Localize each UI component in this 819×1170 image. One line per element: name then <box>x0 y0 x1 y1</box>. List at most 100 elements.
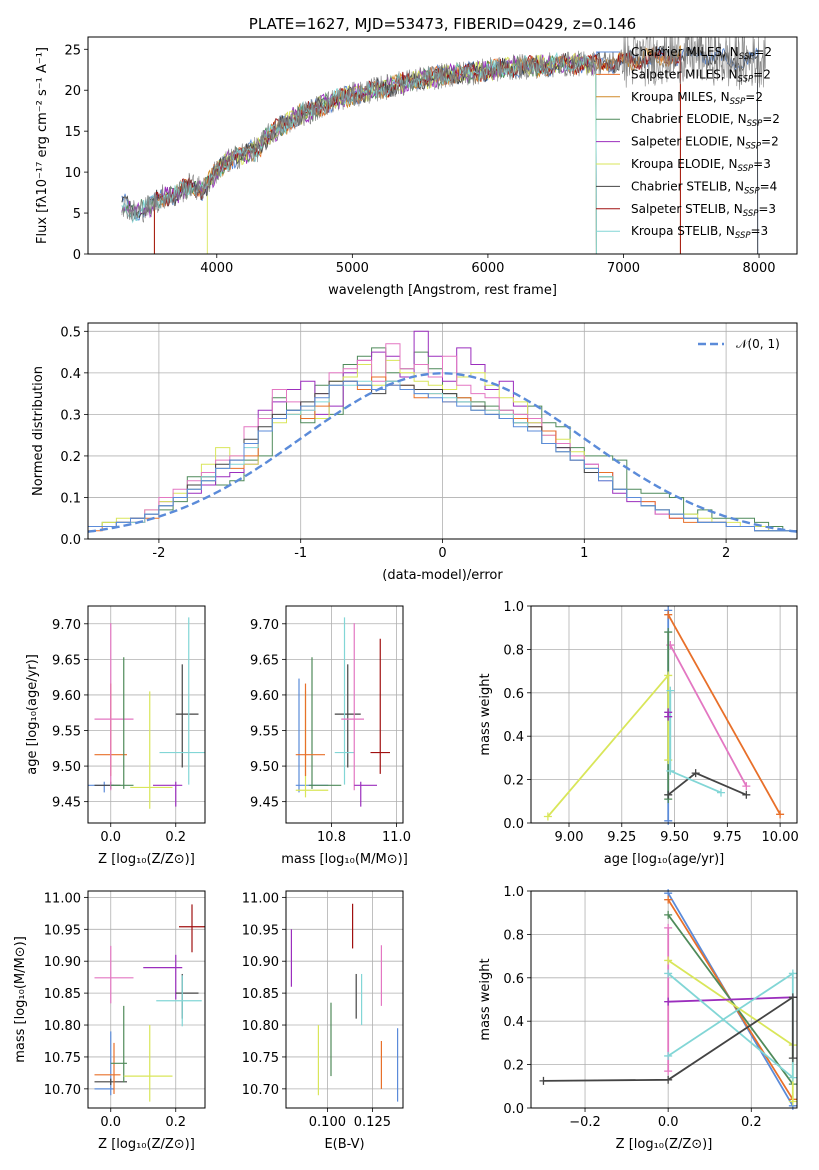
weight-marker <box>664 1067 673 1076</box>
y-tick-label: 10.90 <box>44 955 81 970</box>
error-bars <box>290 903 399 1102</box>
x-tick-label: 0.0 <box>658 1115 679 1130</box>
y-tick-label: 0.8 <box>503 643 524 658</box>
y-tick-label: 20 <box>64 84 81 99</box>
x-axis-label: mass [log₁₀(M/M⊙)] <box>281 852 408 867</box>
y-tick-label: 0.2 <box>503 1059 524 1074</box>
y-tick-label: 0.1 <box>60 491 81 506</box>
weight-marker <box>664 816 673 825</box>
y-tick-label: 11.00 <box>44 891 81 906</box>
weight-marker <box>666 686 675 695</box>
weight-marker <box>664 956 673 965</box>
error-bar-point <box>159 617 205 785</box>
x-tick-label: 10.8 <box>317 830 346 845</box>
y-tick-label: 10.75 <box>242 1051 279 1066</box>
y-axis-label: Flux [fλ10⁻¹⁷ erg cm⁻² s⁻¹ A⁻¹] <box>35 47 50 244</box>
spectrum-panel: 4000 5000 6000 7000 8000 0 5 10 15 20 25 PLATE=1627… <box>35 15 798 298</box>
y-tick-label: 1.0 <box>503 885 524 900</box>
y-tick-label: 0.3 <box>60 408 81 423</box>
error-bar-point <box>94 945 134 1004</box>
y-tick-label: 10.85 <box>242 987 279 1002</box>
x-axis-label: E(B-V) <box>324 1137 364 1152</box>
y-tick-label: 9.45 <box>52 796 81 811</box>
y-tick-label: 0.2 <box>60 450 81 465</box>
weight-marker <box>664 790 673 799</box>
weight-marker <box>788 1054 797 1063</box>
axes-frame <box>530 605 798 824</box>
y-tick-label: 9.55 <box>52 725 81 740</box>
error-bar-point <box>94 1078 127 1086</box>
x-axis-label: Z [log₁₀(Z/Z⊙)] <box>98 1137 195 1152</box>
histograms <box>88 330 797 533</box>
mass-vs-ebv-panel: 0.100 0.125 10.70 10.75 10.80 10.85 10.90 10.95… <box>242 890 404 1152</box>
y-tick-label: 0.4 <box>503 1015 524 1030</box>
axes-frame <box>87 605 206 824</box>
error-bar-point <box>175 973 199 1019</box>
weight-line <box>667 971 794 1080</box>
axes-frame <box>87 890 206 1109</box>
y-tick-label: 9.70 <box>52 618 81 633</box>
weight-marker <box>742 790 751 799</box>
weight-line <box>669 690 722 794</box>
y-tick-label: 10.85 <box>44 987 81 1002</box>
weight-marker <box>788 1097 797 1106</box>
mass-vs-metallicity-panel: 0.0 0.2 10.70 10.75 10.80 10.85 10.90 10.95 11.0… <box>13 890 206 1152</box>
x-tick-label: 0.0 <box>100 1115 121 1130</box>
legend-label: Kroupa MILES, NSSP=2 <box>631 90 763 107</box>
histogram-step <box>88 380 797 532</box>
x-tick-label: 0.0 <box>100 830 121 845</box>
weight-marker <box>666 766 675 775</box>
weight-marker <box>543 812 552 821</box>
weight-series <box>666 686 725 797</box>
axes-frame <box>285 890 404 1109</box>
error-bar-point <box>341 623 364 791</box>
error-bar-point <box>179 904 205 953</box>
y-axis-label: mass weight <box>478 673 493 755</box>
error-bar-point <box>295 683 325 777</box>
x-tick-label: 7000 <box>607 261 640 276</box>
model-spectrum-line <box>121 51 597 254</box>
legend-label: Salpeter MILES, NSSP=2 <box>631 67 771 84</box>
weight-marker <box>664 1051 673 1060</box>
x-tick-label: 9.75 <box>713 830 742 845</box>
axes-frame <box>87 36 798 255</box>
weight-series <box>666 641 751 791</box>
y-axis-label: age [log₁₀(age/yr)] <box>25 654 40 775</box>
weight-line <box>543 995 794 1082</box>
weight-marker <box>539 1076 548 1085</box>
y-tick-label: 10.95 <box>44 923 81 938</box>
weight-vs-metallicity-panel: −0.2 0.0 0.2 0.0 0.2 0.4 0.6 0.8 1.0 Z [log₁₀(Z/Z… <box>478 885 798 1152</box>
error-bar-point <box>370 638 390 774</box>
y-tick-label: 10 <box>64 166 81 181</box>
x-tick-label: 9.00 <box>555 830 584 845</box>
weight-line <box>669 644 748 787</box>
y-tick-label: 0.4 <box>503 730 524 745</box>
gaussian-curve <box>88 372 797 533</box>
x-tick-label: 2 <box>722 546 730 561</box>
y-tick-label: 25 <box>64 43 81 58</box>
y-tick-label: 0.8 <box>503 928 524 943</box>
y-tick-label: 0.0 <box>503 817 524 832</box>
x-tick-label: 9.25 <box>607 830 636 845</box>
error-bar-point <box>175 664 199 768</box>
error-bars <box>94 904 205 1102</box>
weight-line <box>668 996 793 1003</box>
x-tick-label: 5000 <box>336 261 369 276</box>
error-bar-point <box>110 1005 127 1083</box>
weight-series <box>664 769 751 799</box>
y-tick-label: 10.80 <box>44 1019 81 1034</box>
weight-marker <box>776 810 785 819</box>
y-tick-label: 5 <box>73 207 81 222</box>
legend-label: Kroupa STELIB, NSSP=3 <box>631 224 768 241</box>
weight-line <box>667 772 747 796</box>
legend-label: Salpeter STELIB, NSSP=3 <box>631 202 776 219</box>
error-bar-point <box>94 1042 121 1094</box>
error-bar-point <box>156 975 202 1027</box>
weight-series <box>664 956 797 1106</box>
y-tick-label: 0 <box>73 248 81 263</box>
y-tick-label: 0.6 <box>503 972 524 987</box>
x-axis-label: Z [log₁₀(Z/Z⊙)] <box>98 852 195 867</box>
x-tick-label: −0.2 <box>569 1115 601 1130</box>
y-tick-label: 1.0 <box>503 600 524 615</box>
